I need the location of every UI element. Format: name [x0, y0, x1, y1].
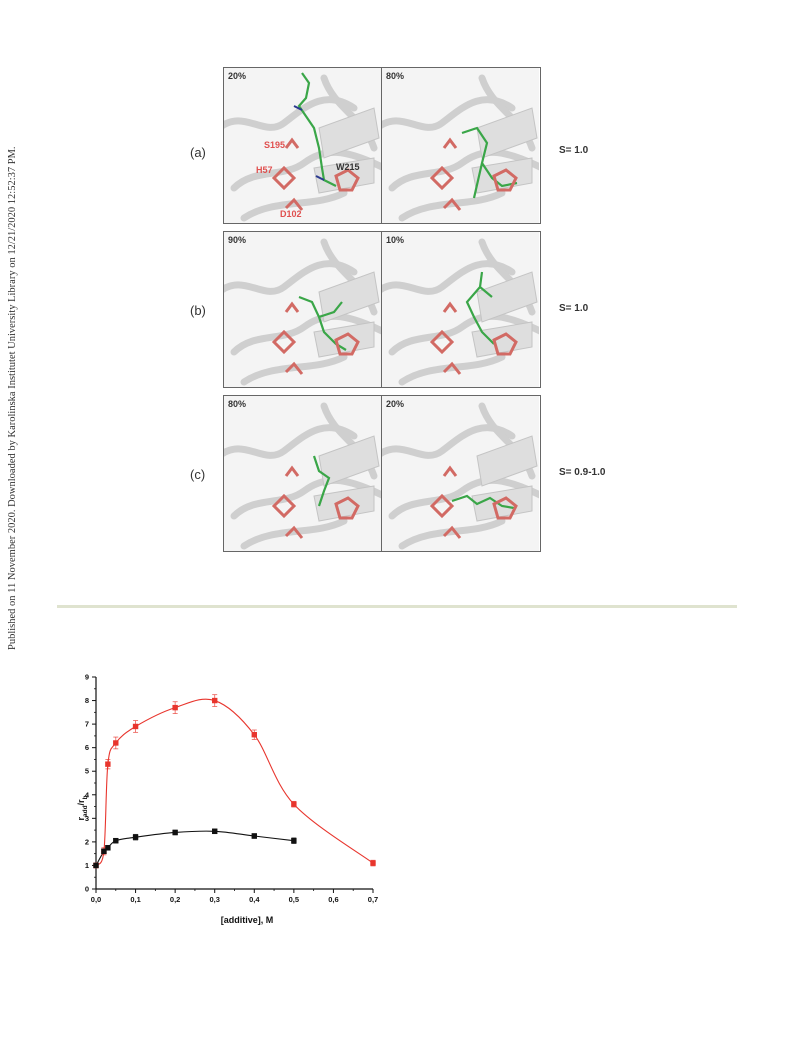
data-point-series-1: [291, 838, 297, 844]
data-point-series-0: [132, 723, 139, 730]
residue-label-d102: D102: [280, 209, 302, 219]
data-point-series-0: [113, 740, 119, 746]
order-parameter-a: S= 1.0: [559, 145, 589, 156]
population-percent-b-right: 10%: [386, 235, 405, 245]
structure-panel-b-left: 90%: [224, 232, 382, 387]
y-tick-label: 0: [85, 885, 89, 894]
side-note: Published on 11 November 2020. Downloade…: [2, 140, 22, 660]
y-tick-label: 5: [85, 767, 89, 776]
data-point-series-1: [105, 845, 111, 851]
data-point-series-0: [105, 761, 111, 767]
order-parameter-b: S= 1.0: [559, 303, 589, 314]
order-parameter-c: S= 0.9-1.0: [559, 467, 606, 478]
population-percent-c-left: 80%: [228, 399, 247, 409]
data-point-series-1: [212, 828, 218, 834]
data-point-series-0: [212, 697, 218, 704]
section-divider: [57, 605, 737, 608]
population-percent-b-left: 90%: [228, 235, 247, 245]
x-tick-label: 0,4: [249, 895, 260, 904]
y-tick-label: 7: [85, 720, 89, 729]
x-tick-label: 0,1: [130, 895, 140, 904]
protein-structure-image: [224, 238, 381, 386]
y-tick-label: 2: [85, 837, 89, 846]
y-axis-label-sub-add: add: [82, 805, 89, 817]
x-axis-label: [additive], M: [221, 915, 274, 925]
structure-panel-b-right: 10%: [382, 232, 539, 387]
x-tick-label: 0,5: [289, 895, 299, 904]
data-point-series-1: [172, 829, 178, 836]
structure-panel-a-left: 20% S195 H57 D102 W215: [224, 68, 382, 223]
y-axis-label-mid: /r: [76, 799, 86, 806]
protein-structure-image: [224, 72, 381, 222]
data-point-series-1: [251, 833, 257, 839]
structure-panel-c-right: 20%: [382, 396, 539, 551]
rate-ratio-chart: 0,0 0,1 0,2 0,3 0,4 0,5 0,6 0,7 0 1 2 3 4 5 6 7 8 9 [addi…: [75, 668, 395, 928]
panel-group-b: 90% 10%: [223, 231, 541, 388]
y-tick-label: 3: [85, 814, 89, 823]
data-point-series-0: [370, 860, 376, 866]
x-tick-label: 0,2: [170, 895, 180, 904]
data-point-series-1: [93, 862, 99, 869]
x-tick-label: 0,7: [368, 895, 378, 904]
data-point-series-1: [101, 848, 107, 855]
protein-structure-image: [382, 74, 539, 222]
y-tick-label: 9: [85, 673, 89, 682]
y-tick-label: 1: [85, 861, 89, 870]
side-note-text: Published on 11 November 2020. Downloade…: [7, 146, 18, 650]
x-tick-label: 0,6: [328, 895, 338, 904]
data-point-series-1: [113, 838, 119, 844]
panel-group-a: 20% S195 H57 D102 W215 80%: [223, 67, 541, 224]
y-tick-label: 8: [85, 696, 89, 705]
residue-label-w215: W215: [336, 162, 360, 172]
population-percent-a-left: 20%: [228, 71, 247, 81]
structure-panel-a-right: 80%: [382, 68, 539, 223]
population-percent-a-right: 80%: [386, 71, 405, 81]
series-line-0: [95, 698, 374, 866]
data-point-series-0: [251, 732, 257, 738]
protein-structure-image: [382, 402, 539, 550]
y-axis-label-sub-b: b: [82, 795, 89, 799]
data-point-series-1: [132, 834, 139, 840]
row-label-c: (c): [190, 467, 206, 482]
data-point-series-0: [172, 704, 178, 711]
x-tick-label: 0,0: [91, 895, 101, 904]
svg-text:radd/rb: radd/rb: [76, 795, 89, 820]
population-percent-c-right: 20%: [386, 399, 405, 409]
chart-svg: 0,0 0,1 0,2 0,3 0,4 0,5 0,6 0,7 0 1 2 3 4 5 6 7 8 9 [addi…: [76, 673, 378, 926]
panel-group-c: 80% 20%: [223, 395, 541, 552]
series-line-1: [95, 830, 294, 866]
residue-label-s195: S195: [264, 140, 286, 150]
y-tick-label: 4: [85, 790, 90, 799]
row-label-a: (a): [190, 145, 206, 160]
y-axis-label: radd/rb: [76, 795, 89, 820]
row-label-b: (b): [190, 303, 206, 318]
residue-label-h57: H57: [256, 165, 273, 175]
x-tick-label: 0,3: [209, 895, 219, 904]
protein-structure-image: [382, 238, 539, 386]
y-tick-label: 6: [85, 743, 89, 752]
chart-points: [93, 694, 376, 869]
data-point-series-0: [291, 801, 297, 807]
structure-panel-c-left: 80%: [224, 396, 382, 551]
y-axis-label-r: r: [76, 817, 86, 821]
protein-structure-image: [224, 402, 381, 550]
chart-axes: 0,0 0,1 0,2 0,3 0,4 0,5 0,6 0,7 0 1 2 3 4 5 6 7 8 9: [85, 673, 378, 905]
